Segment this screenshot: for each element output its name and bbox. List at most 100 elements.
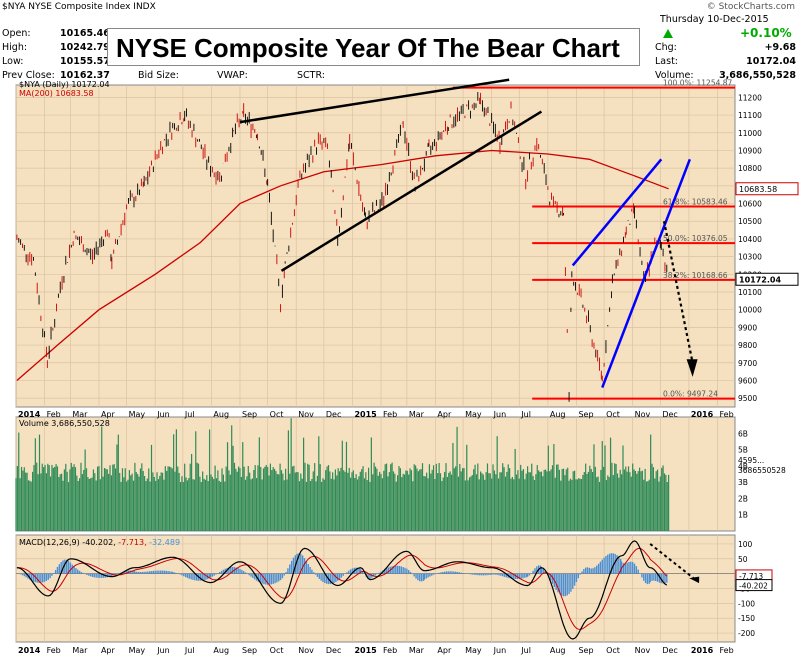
y-tick-label: 9700 [738, 359, 757, 368]
y-tick-label: -200 [738, 629, 755, 638]
wedge-lower-line [280, 110, 543, 272]
y-tick-label: 9500 [738, 394, 757, 403]
price-legend: $NYA (Daily) 10172.04 [19, 80, 110, 89]
quote-field-label: Chg: [655, 42, 677, 53]
fib-label: 100.0%: 11254.87 [663, 79, 733, 88]
x-tick-label: Aug [213, 410, 229, 419]
x-tick-label: Mar [72, 646, 88, 655]
ma-value-tag [735, 182, 799, 196]
y-tick-label: 9800 [738, 341, 757, 350]
volume-tick-label: 4B [738, 462, 748, 471]
x-tick-label: May [465, 646, 482, 655]
x-tick-label: Jul [184, 410, 195, 419]
volume-legend: Volume 3,686,550,528 [19, 419, 110, 428]
ma-legend: MA(200) 10683.58 [19, 89, 94, 98]
quote-field-value: 10172.04 [746, 56, 796, 67]
x-tick-label: Oct [270, 646, 284, 655]
y-tick-label: 10500 [738, 217, 762, 226]
x-tick-label: Dec [662, 410, 677, 419]
y-tick-label: 100 [738, 540, 753, 549]
x-tick-label: Jul [184, 646, 195, 655]
quote-field-value: +9.68 [764, 42, 796, 53]
x-tick-label: Sep [242, 410, 257, 419]
quote-field-value: 3,686,550,528 [719, 70, 796, 81]
macd-line [16, 540, 668, 640]
y-tick-label: 9600 [738, 376, 757, 385]
quote-date: Thursday 10-Dec-2015 [660, 14, 769, 25]
x-tick-label: Mar [409, 410, 425, 419]
x-tick-label: Nov [298, 410, 314, 419]
x-tick-label: Oct [606, 410, 620, 419]
y-tick-label: 11100 [738, 111, 762, 120]
x-tick-label: Oct [606, 646, 620, 655]
macd-projection-arrow-head [689, 576, 700, 584]
macd-value-tag [735, 579, 773, 592]
x-tick-label: Dec [326, 646, 341, 655]
y-tick-label: -150 [738, 614, 755, 623]
x-tick-label: Apr [437, 410, 452, 419]
quote-field-label: VWAP: [217, 70, 248, 81]
x-tick-label: 2014 [18, 646, 41, 655]
blue-wedge-lower-line [601, 158, 691, 388]
x-tick-label: 2015 [354, 646, 377, 655]
volume-tick-label: 3B [738, 478, 748, 487]
x-tick-label: Nov [635, 646, 651, 655]
price-value-text: 10172.04 [739, 275, 781, 284]
x-tick-label: 2015 [354, 410, 377, 419]
change-pct: +0.10% [740, 26, 792, 40]
x-tick-label: Feb [719, 646, 733, 655]
blue-wedge-upper-line [571, 158, 663, 267]
y-tick-label: 10900 [738, 146, 762, 155]
x-tick-label: May [129, 410, 146, 419]
x-tick-label: Feb [719, 410, 733, 419]
macd-value-tag-text: -40.202 [739, 582, 768, 591]
projection-arrow-head [686, 359, 698, 377]
x-tick-label: Aug [550, 410, 566, 419]
macd-legend-part: MACD(12,26,9) -40.202, [19, 538, 116, 547]
fib-label: 0.0%: 9497.24 [663, 390, 718, 399]
x-tick-label: Dec [662, 646, 677, 655]
macd-legend-part: -7.713, [116, 538, 147, 547]
y-tick-label: 10100 [738, 288, 762, 297]
y-tick-label: 10400 [738, 235, 762, 244]
x-tick-label: May [465, 410, 482, 419]
y-tick-label: -100 [738, 599, 755, 608]
x-tick-label: Mar [409, 646, 425, 655]
x-tick-label: Jun [156, 646, 170, 655]
fib-label: 38.2%: 10168.66 [663, 271, 728, 280]
x-tick-label: Jul [520, 410, 531, 419]
macd-legend-part: -32.489 [147, 538, 180, 547]
macd-signal-tag-text: -7.713 [739, 572, 763, 581]
overlay-title: NYSE Composite Year Of The Bear Chart [107, 28, 640, 66]
x-tick-label: Mar [72, 410, 88, 419]
quote-field-label: SCTR: [297, 70, 325, 81]
x-tick-label: Oct [270, 410, 284, 419]
y-tick-label: 11200 [738, 93, 762, 102]
x-tick-label: Sep [578, 646, 593, 655]
projection-arrow-line [662, 221, 694, 363]
x-tick-label: Aug [550, 646, 566, 655]
x-tick-label: Apr [101, 646, 116, 655]
x-tick-label: 2016 [691, 646, 714, 655]
x-tick-label: Aug [213, 646, 229, 655]
volume-prev-label: 4595... [738, 456, 764, 465]
x-tick-label: Feb [47, 646, 61, 655]
x-tick-label: Nov [298, 646, 314, 655]
x-tick-label: Apr [101, 410, 116, 419]
macd-signal-line [16, 547, 668, 630]
quote-field-value: 10165.46 [60, 28, 110, 39]
quote-field-label: High: [2, 42, 28, 53]
macd-legend: MACD(12,26,9) -40.202, -7.713, -32.489 [19, 538, 180, 547]
y-tick-label: 11000 [738, 129, 762, 138]
fib-label: 61.8%: 10583.46 [663, 197, 728, 206]
quote-field-label: Low: [2, 56, 24, 67]
quote-field-label: Volume: [655, 70, 694, 81]
quote-field-label: Open: [2, 28, 31, 39]
volume-tick-label: 1B [738, 511, 748, 520]
volume-last-label: 3686550528 [738, 466, 786, 475]
symbol-line: $NYA NYSE Composite Index INDX [2, 2, 156, 12]
y-tick-label: 10000 [738, 306, 762, 315]
y-tick-label: 10300 [738, 253, 762, 262]
